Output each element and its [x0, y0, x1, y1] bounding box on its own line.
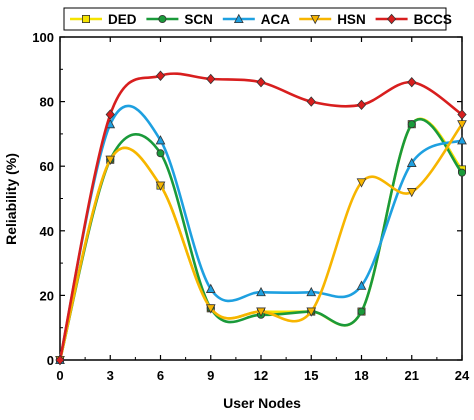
data-point-bccs — [55, 354, 65, 366]
data-point-bccs — [457, 109, 467, 120]
legend-box — [63, 7, 447, 31]
x-tick-label: 21 — [405, 368, 419, 383]
series-bccs — [55, 70, 467, 366]
legend-label: DED — [108, 12, 137, 27]
series-scn — [56, 118, 466, 364]
data-point-scn — [457, 168, 466, 177]
data-point-aca — [406, 157, 417, 167]
data-point-aca — [155, 135, 166, 145]
x-tick-label: 15 — [304, 368, 318, 383]
legend-item-ded: DED — [70, 12, 137, 27]
data-point-bccs — [256, 77, 266, 88]
data-point-hsn — [256, 307, 266, 317]
data-point-hsn — [105, 155, 116, 166]
series-aca — [55, 104, 467, 365]
data-point-bccs — [407, 77, 417, 88]
x-tick-label: 18 — [354, 368, 368, 383]
data-point-bccs — [206, 73, 216, 85]
series-line-ded — [58, 117, 463, 361]
legend-label: HSN — [337, 12, 366, 27]
data-point-bccs — [306, 96, 316, 107]
x-tick-label: 24 — [455, 368, 470, 383]
y-tick-label: 60 — [40, 159, 54, 174]
legend-swatch-marker — [82, 14, 91, 23]
data-point-bccs — [105, 109, 115, 120]
legend-item-hsn: HSN — [299, 12, 366, 27]
y-tick-label: 0 — [47, 353, 54, 368]
data-point-hsn — [356, 178, 367, 188]
data-point-bccs — [155, 70, 166, 81]
x-axis-label: User Nodes — [223, 395, 301, 411]
data-point-aca — [457, 135, 467, 145]
data-point-hsn — [155, 181, 166, 191]
series-lines — [55, 70, 467, 366]
legend-swatch-marker — [233, 13, 244, 24]
y-tick-label: 80 — [40, 95, 54, 110]
data-point-aca — [256, 286, 266, 297]
data-point-scn — [357, 307, 366, 316]
x-tick-label: 12 — [254, 368, 268, 383]
data-point-bccs — [356, 99, 367, 111]
y-tick-label: 20 — [40, 288, 54, 303]
y-tick-label: 40 — [40, 224, 54, 239]
legend-label: SCN — [184, 12, 213, 27]
y-axis-label: Reliability (%) — [3, 153, 19, 245]
series-line-hsn — [58, 123, 464, 361]
legend-item-scn: SCN — [146, 12, 213, 27]
data-point-hsn — [205, 304, 216, 314]
legend-swatch-marker — [310, 14, 321, 25]
y-tick-label: 100 — [32, 30, 54, 45]
legend-label: ACA — [261, 12, 290, 27]
data-point-hsn — [306, 307, 317, 317]
data-point-aca — [205, 283, 216, 293]
x-tick-label: 3 — [107, 368, 114, 383]
legend-item-bccs: BCCS — [375, 12, 452, 27]
legend: DED SCN ACA HSN BCCS — [63, 7, 452, 31]
data-point-hsn — [457, 120, 467, 130]
data-point-aca — [356, 280, 367, 290]
legend-label: BCCS — [414, 12, 452, 27]
axes: 0 3 6 9 12 15 18 21 24 0 20 40 60 80 100 — [32, 30, 470, 383]
data-point-hsn — [406, 188, 417, 198]
series-ded — [56, 117, 466, 364]
legend-swatch-marker — [158, 14, 167, 23]
x-tick-label: 9 — [207, 368, 214, 383]
legend-swatch-marker — [386, 13, 397, 25]
data-point-scn — [407, 120, 416, 129]
series-line-bccs — [58, 72, 463, 361]
series-line-scn — [58, 118, 464, 361]
x-tick-label: 6 — [157, 368, 164, 383]
legend-item-aca: ACA — [222, 12, 290, 27]
data-point-scn — [156, 149, 165, 158]
series-hsn — [55, 120, 467, 366]
data-point-aca — [306, 286, 317, 297]
x-tick-label: 0 — [56, 368, 63, 383]
